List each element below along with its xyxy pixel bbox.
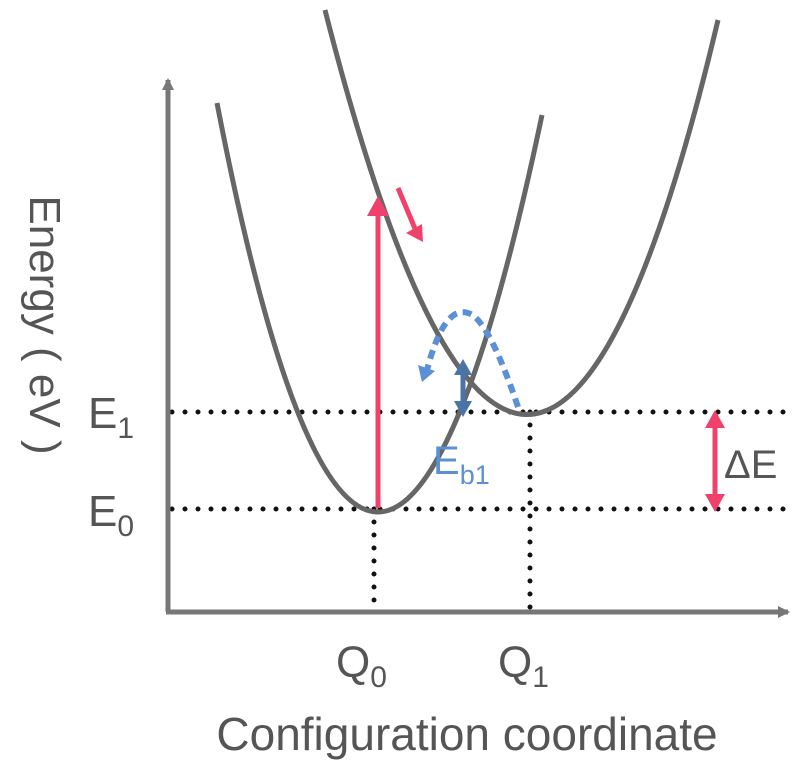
barrier-label: Eb1 [433,439,490,490]
excitation-arrow [367,196,389,508]
guide-lines [169,409,788,615]
barrier-arrow [454,359,472,417]
delta-e-label: ΔE [724,443,777,487]
q1-label: Q1 [498,638,549,694]
y-axis-label: Energy ( eV ) [20,195,69,454]
axes [162,78,790,618]
thermal-path-arrow [418,309,521,408]
relaxation-arrow [395,187,423,242]
q0-label: Q0 [336,638,387,694]
e0-label: E0 [88,487,134,543]
e1-label: E1 [88,389,134,445]
ground-state-curve [214,102,545,515]
x-axis-label: Configuration coordinate [216,708,717,760]
delta-e-arrow [705,410,725,512]
